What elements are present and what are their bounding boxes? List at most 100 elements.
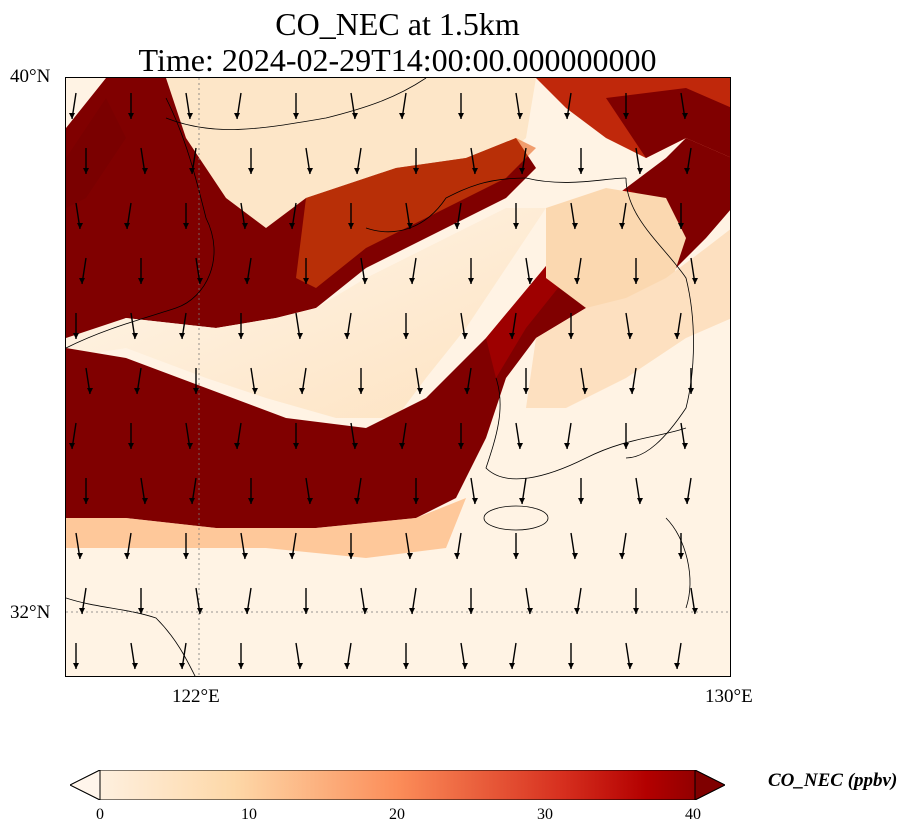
wind-arrowhead-19 bbox=[472, 168, 478, 174]
wind-arrowhead-27 bbox=[242, 223, 248, 229]
colorbar-extend-low bbox=[68, 769, 101, 801]
wind-arrowhead-51 bbox=[238, 333, 244, 339]
co-field-map bbox=[66, 78, 730, 676]
wind-arrowhead-98 bbox=[183, 553, 189, 559]
coastline-korea-west bbox=[485, 377, 687, 480]
colorbar-bar bbox=[68, 769, 727, 801]
wind-arrowhead-43 bbox=[468, 278, 474, 284]
wind-arrowhead-107 bbox=[678, 553, 684, 559]
wind-arrowhead-46 bbox=[633, 278, 639, 284]
wind-arrowhead-108 bbox=[79, 608, 85, 614]
wind-arrowhead-50 bbox=[179, 333, 185, 339]
wind-arrowhead-35 bbox=[678, 223, 684, 229]
coastline-shandong bbox=[66, 97, 215, 349]
coastline-bohai bbox=[165, 78, 427, 130]
wind-arrowhead-31 bbox=[454, 223, 460, 229]
fringe-south bbox=[66, 498, 466, 558]
wind-arrowhead-96 bbox=[77, 553, 83, 559]
wind-arrowhead-14 bbox=[189, 168, 195, 174]
wind-arrowhead-54 bbox=[403, 333, 409, 339]
map-title-line2: Time: 2024-02-29T14:00:00.000000000 bbox=[138, 42, 657, 78]
wind-arrowhead-94 bbox=[637, 498, 643, 504]
wind-arrowhead-47 bbox=[692, 278, 698, 284]
wind-arrowhead-106 bbox=[619, 553, 625, 559]
fringe-north bbox=[296, 138, 536, 288]
wind-arrowhead-38 bbox=[197, 278, 203, 284]
map-title-line1: CO_NEC at 1.5km bbox=[275, 6, 520, 42]
wind-arrowhead-18 bbox=[413, 168, 419, 174]
wind-arrowhead-12 bbox=[83, 168, 89, 174]
lon-tick-122e: 122°E bbox=[172, 686, 220, 707]
wind-arrowhead-63 bbox=[252, 388, 258, 394]
colorbar-tick-10: 10 bbox=[241, 806, 257, 823]
colorbar-label: CO_NEC (ppbv) bbox=[768, 770, 898, 791]
colorbar-tick-20: 20 bbox=[389, 806, 405, 823]
wind-arrowhead-44 bbox=[527, 278, 533, 284]
wind-arrowhead-10 bbox=[623, 113, 629, 119]
wind-arrowhead-95 bbox=[684, 498, 690, 504]
wind-arrowhead-2 bbox=[187, 113, 193, 119]
wind-arrowhead-9 bbox=[564, 113, 570, 119]
wind-arrowhead-90 bbox=[413, 498, 419, 504]
wind-arrowhead-120 bbox=[73, 663, 79, 669]
wind-arrowhead-57 bbox=[568, 333, 574, 339]
map-panel[interactable] bbox=[65, 77, 731, 677]
wind-arrowhead-4 bbox=[293, 113, 299, 119]
coastline-kyushu bbox=[665, 517, 691, 609]
wind-arrowhead-72 bbox=[69, 443, 75, 449]
wind-arrowhead-128 bbox=[509, 663, 515, 669]
wind-arrowhead-93 bbox=[578, 498, 584, 504]
wind-arrowhead-111 bbox=[244, 608, 250, 614]
high-band-main bbox=[66, 138, 730, 528]
light-zone-central bbox=[66, 208, 546, 418]
wind-arrowhead-71 bbox=[688, 388, 694, 394]
wind-arrowhead-82 bbox=[623, 443, 629, 449]
wind-arrowhead-92 bbox=[519, 498, 525, 504]
wind-arrowhead-23 bbox=[684, 168, 690, 174]
wind-arrowhead-36 bbox=[79, 278, 85, 284]
wind-arrowhead-84 bbox=[83, 498, 89, 504]
wind-arrowhead-37 bbox=[138, 278, 144, 284]
wind-arrowhead-56 bbox=[509, 333, 515, 339]
wind-arrowhead-15 bbox=[248, 168, 254, 174]
high-band-north bbox=[66, 78, 536, 348]
wind-arrowhead-39 bbox=[244, 278, 250, 284]
colorbar-graphic bbox=[68, 769, 727, 801]
wind-arrowhead-32 bbox=[513, 223, 519, 229]
wind-arrowhead-109 bbox=[138, 608, 144, 614]
wind-arrowhead-0 bbox=[69, 113, 75, 119]
wind-arrowhead-22 bbox=[637, 168, 643, 174]
colorbar-tick-0: 0 bbox=[96, 806, 104, 823]
wind-arrowhead-70 bbox=[629, 388, 635, 394]
wind-arrowhead-125 bbox=[344, 663, 350, 669]
wind-arrowhead-126 bbox=[403, 663, 409, 669]
lat-tick-40n: 40°N bbox=[10, 66, 51, 87]
wind-arrowhead-60 bbox=[87, 388, 93, 394]
wind-arrowhead-83 bbox=[682, 443, 688, 449]
colorbar-tick-30: 30 bbox=[537, 806, 553, 823]
wind-arrowhead-55 bbox=[462, 333, 468, 339]
wind-arrowhead-34 bbox=[619, 223, 625, 229]
wind-arrowhead-85 bbox=[142, 498, 148, 504]
graticule bbox=[66, 78, 730, 676]
wind-arrowhead-119 bbox=[692, 608, 698, 614]
wind-arrowhead-17 bbox=[354, 168, 360, 174]
wind-arrowhead-121 bbox=[132, 663, 138, 669]
coastline-liaodong bbox=[365, 177, 627, 233]
wind-arrowhead-127 bbox=[462, 663, 468, 669]
wind-arrowhead-48 bbox=[73, 333, 79, 339]
wind-arrowhead-118 bbox=[633, 608, 639, 614]
wind-arrowhead-86 bbox=[189, 498, 195, 504]
wind-arrowhead-66 bbox=[417, 388, 423, 394]
wind-arrowhead-68 bbox=[523, 388, 529, 394]
wind-arrowhead-61 bbox=[134, 388, 140, 394]
wind-arrowhead-110 bbox=[197, 608, 203, 614]
wind-arrowhead-33 bbox=[572, 223, 578, 229]
wind-arrowhead-24 bbox=[77, 223, 83, 229]
wind-arrowhead-87 bbox=[248, 498, 254, 504]
wind-arrowhead-101 bbox=[348, 553, 354, 559]
wind-arrowhead-45 bbox=[574, 278, 580, 284]
wind-arrowhead-3 bbox=[234, 113, 240, 119]
wind-arrowhead-5 bbox=[352, 113, 358, 119]
colorbar-extend-high bbox=[694, 769, 727, 801]
